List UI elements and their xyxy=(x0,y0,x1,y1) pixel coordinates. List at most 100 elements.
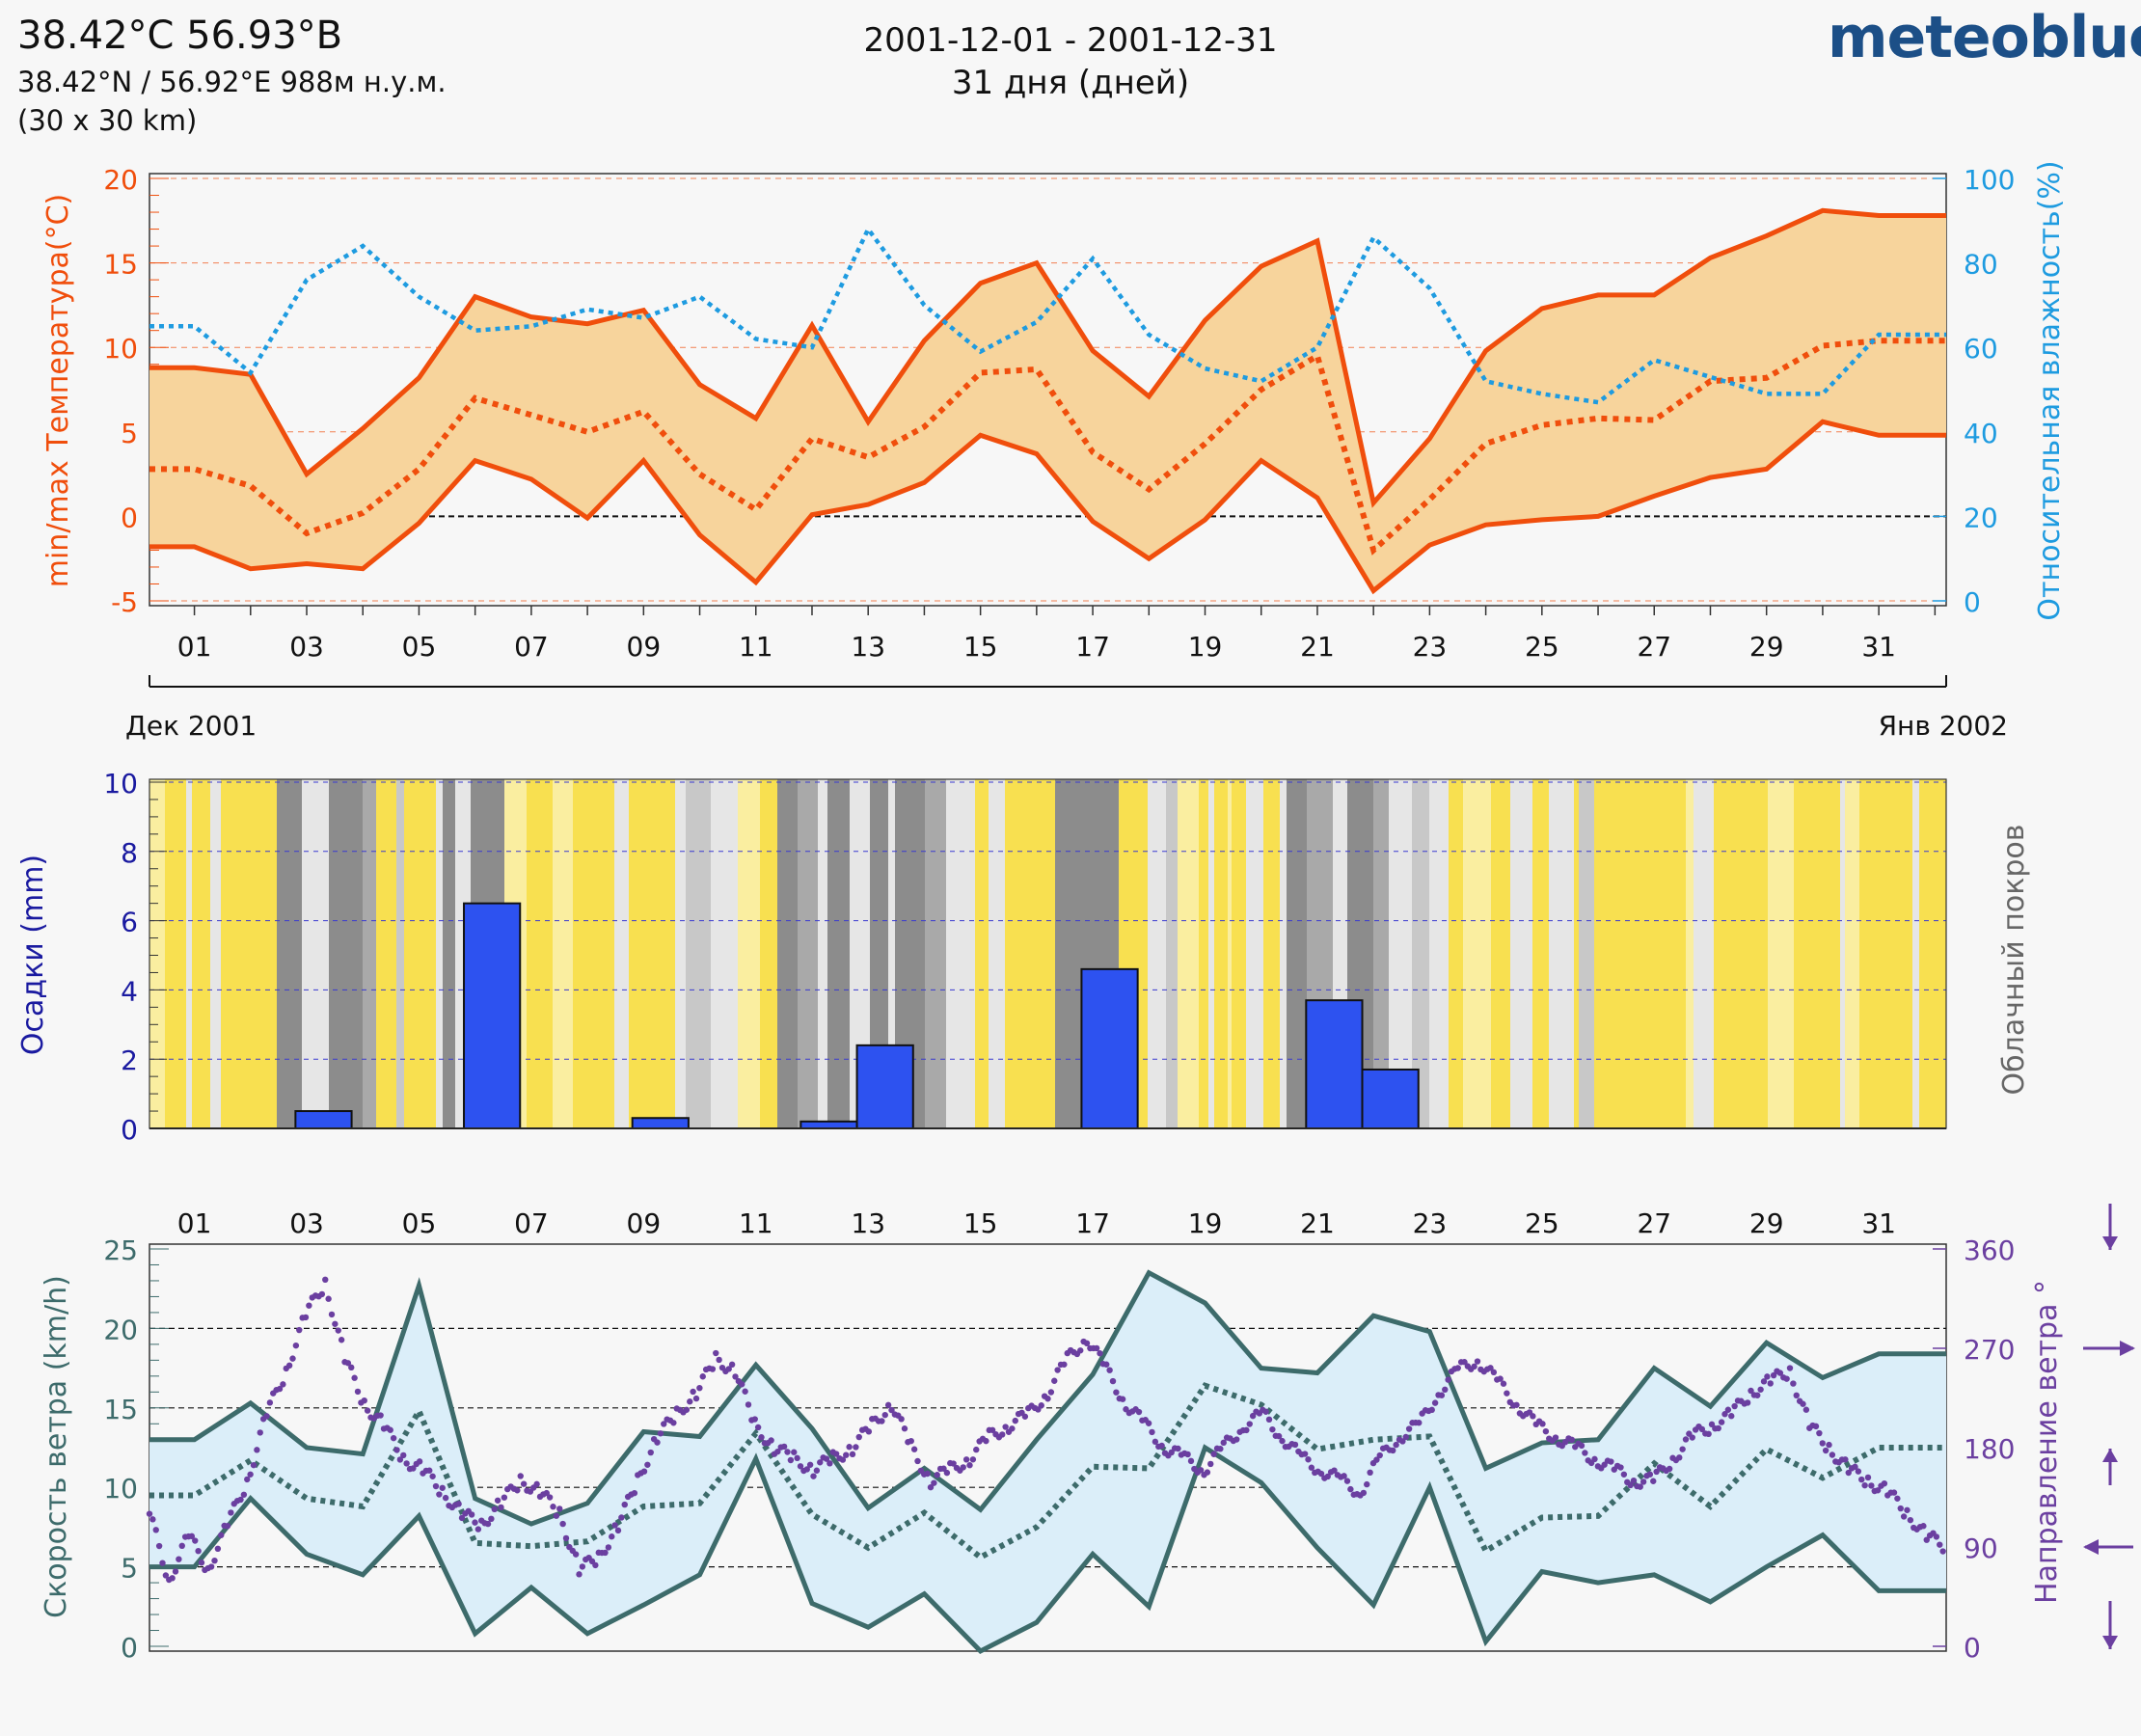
wind-direction-dot xyxy=(910,1446,918,1452)
wind-direction-dot xyxy=(716,1356,722,1364)
wind-direction-dot xyxy=(546,1494,554,1501)
wind-direction-dot xyxy=(553,1512,560,1519)
cloud-cover-stripe xyxy=(1463,779,1491,1128)
wind-direction-dot xyxy=(1689,1434,1695,1441)
wind-direction-dot xyxy=(1630,1477,1638,1484)
meteoblue-logo[interactable]: meteoblue xyxy=(1828,4,2141,71)
cloud-cover-stripe xyxy=(1859,779,1885,1128)
wind-direction-dot xyxy=(768,1437,774,1444)
wind-direction-dot xyxy=(155,1542,163,1550)
wind-day-tick-label: 19 xyxy=(1188,1207,1223,1239)
cloud-cover-stripe xyxy=(1199,779,1208,1128)
cloud-cover-stripe xyxy=(1549,779,1574,1128)
wind-direction-dot xyxy=(1650,1478,1657,1484)
cloud-cover-stripe xyxy=(1732,779,1756,1128)
cloud-cover-stripe xyxy=(1429,779,1449,1128)
precip-bar xyxy=(799,1120,858,1129)
day-tick-label: 19 xyxy=(1188,631,1223,663)
humidity-tick-label: 60 xyxy=(1964,333,1998,365)
wind-direction-dot xyxy=(1343,1478,1351,1484)
cloud-cover-stripe xyxy=(1768,779,1794,1128)
wind-direction-dot xyxy=(224,1523,231,1530)
wind-direction-dot xyxy=(713,1349,719,1357)
precip-tick-label: 4 xyxy=(121,975,138,1007)
wind-direction-dot xyxy=(614,1527,622,1534)
cloud-cover-stripe xyxy=(921,779,925,1128)
wind-direction-dot xyxy=(1816,1429,1823,1437)
temp-max-line xyxy=(149,207,1946,508)
wind-direction-dot xyxy=(1754,1392,1761,1398)
wind-direction-dot xyxy=(400,1451,407,1459)
cloud-cover-stripe xyxy=(419,779,436,1128)
wind-direction-dot xyxy=(1582,1450,1588,1456)
precip-tick-label: 2 xyxy=(121,1044,138,1076)
day-tick-label: 31 xyxy=(1861,631,1896,663)
wind-direction-dot xyxy=(901,1425,908,1432)
precip-bar xyxy=(1305,999,1364,1130)
wind-direction-dot xyxy=(1207,1460,1214,1468)
wind-direction-dot xyxy=(211,1557,218,1564)
cloud-cover-stripe xyxy=(1643,779,1655,1128)
wind-direction-dot xyxy=(1158,1442,1165,1450)
wind-direction-dot xyxy=(1393,1441,1399,1449)
wind-direction-dot xyxy=(647,1449,654,1456)
wind-direction-dot xyxy=(839,1456,847,1463)
wind-direction-dot xyxy=(1793,1392,1800,1399)
wind-direction-dot xyxy=(332,1320,339,1327)
wind-direction-dot xyxy=(843,1451,850,1458)
cloud-cover-stripe xyxy=(975,779,983,1128)
wind-direction-dot xyxy=(791,1449,798,1455)
wind-direction-dot xyxy=(855,1433,862,1441)
cloud-cover-stripe xyxy=(850,779,855,1128)
wind-direction-dot xyxy=(1077,1347,1084,1354)
wind-direction-dot xyxy=(1874,1487,1882,1494)
cloud-cover-stripe xyxy=(760,779,777,1128)
wind-direction-dot xyxy=(517,1473,524,1479)
wind-direction-dot xyxy=(1786,1365,1794,1371)
cloud-cover-stripe xyxy=(1885,779,1899,1128)
wind-direction-dot xyxy=(853,1444,859,1451)
wind-direction-dot xyxy=(1748,1387,1754,1395)
wind-direction-dot xyxy=(1390,1447,1396,1454)
cloud-cover-stripe xyxy=(1220,779,1228,1128)
temp-tick-label: 15 xyxy=(103,249,138,281)
wind-direction-dot xyxy=(1197,1467,1205,1474)
wind-direction-dot xyxy=(742,1388,748,1395)
wind-direction-dot xyxy=(1861,1481,1868,1489)
wind-direction-dot xyxy=(709,1366,717,1372)
day-tick-label: 03 xyxy=(289,631,324,663)
wind-direction-dot xyxy=(247,1471,254,1478)
wind-direction-dot xyxy=(1204,1469,1211,1476)
cloud-cover-stripe xyxy=(1005,779,1029,1128)
cloud-cover-stripe xyxy=(1148,779,1152,1128)
precip-plot-frame xyxy=(149,778,1947,1129)
wind-direction-dot xyxy=(188,1533,196,1540)
cloud-cover-stripe xyxy=(1232,779,1246,1128)
cloud-cover-stripe xyxy=(1263,779,1280,1128)
wind-direction-dot xyxy=(276,1385,284,1393)
wind-direction-dot xyxy=(1044,1396,1051,1402)
wind-direction-dot xyxy=(728,1361,736,1369)
wind-direction-dot xyxy=(1275,1432,1283,1440)
wind-direction-dot xyxy=(774,1448,781,1455)
wind-direction-dot xyxy=(784,1449,791,1455)
wind-direction-dot xyxy=(1175,1445,1181,1452)
humidity-tick-label: 100 xyxy=(1964,164,2015,196)
wind-direction-dot xyxy=(550,1504,556,1510)
wind-direction-dot xyxy=(1341,1473,1347,1479)
wind-direction-dot xyxy=(1317,1470,1325,1478)
wind-direction-dot xyxy=(377,1412,384,1419)
wind-direction-dot xyxy=(881,1411,888,1419)
wind-direction-dot xyxy=(318,1290,326,1298)
wind-direction-dot xyxy=(468,1511,475,1518)
wind-tick-label: 0 xyxy=(121,1632,138,1664)
wind-direction-dot xyxy=(1764,1373,1771,1380)
wind-direction-dot xyxy=(879,1418,885,1424)
wind-direction-dot xyxy=(488,1515,495,1523)
wind-direction-dot xyxy=(1724,1406,1732,1413)
wind-direction-dot xyxy=(501,1494,508,1501)
humidity-line xyxy=(149,225,1946,405)
wind-direction-dot xyxy=(543,1489,550,1497)
cloud-cover-stripe xyxy=(396,779,404,1128)
wind-direction-dot xyxy=(817,1459,824,1466)
